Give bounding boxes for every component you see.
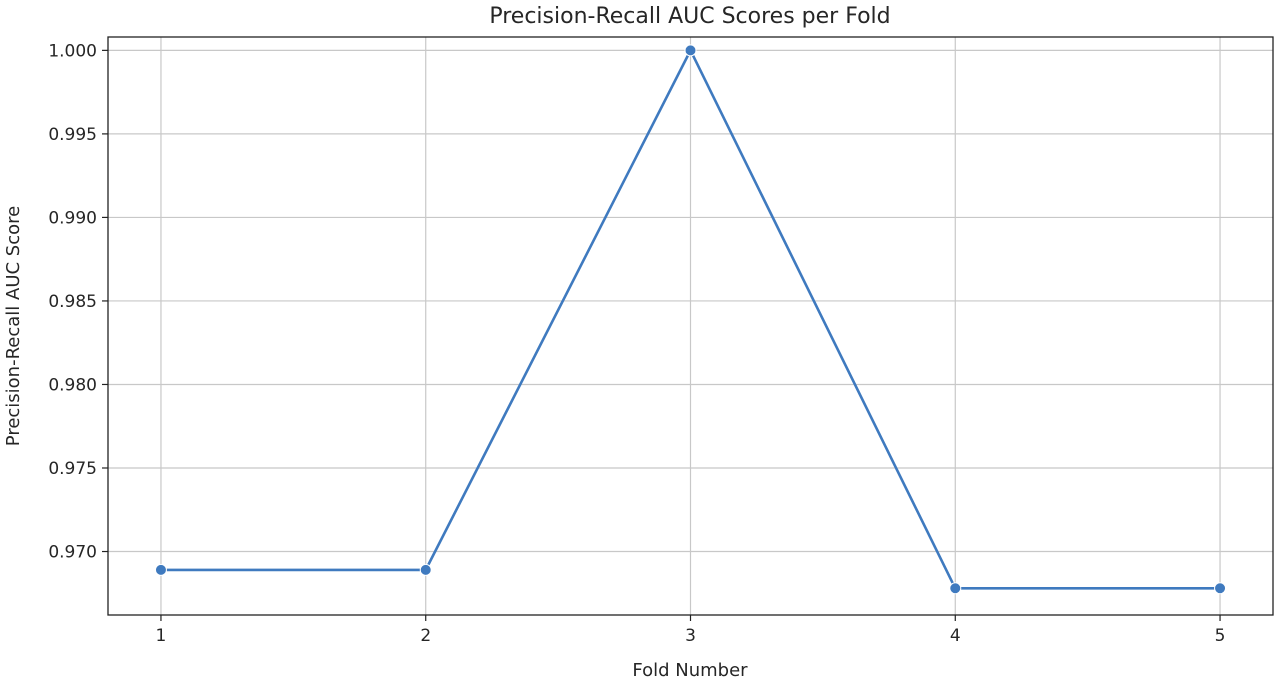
data-point	[949, 582, 962, 595]
grid-layer	[108, 37, 1273, 615]
x-axis-label: Fold Number	[632, 660, 748, 681]
data-point	[154, 563, 167, 576]
y-axis-label: Precision-Recall AUC Score	[3, 206, 24, 446]
data-point	[1214, 582, 1227, 595]
x-tick-label: 4	[950, 626, 961, 646]
series-layer	[154, 44, 1227, 595]
y-tick-label: 0.970	[48, 543, 97, 563]
y-tick-label: 0.995	[48, 125, 97, 145]
x-tick-label: 5	[1215, 626, 1226, 646]
x-tick-label: 3	[685, 626, 696, 646]
y-tick-label: 0.980	[48, 375, 97, 395]
y-tick-label: 0.990	[48, 208, 97, 228]
x-axis-ticks: 1 2 3 4 5	[156, 615, 1226, 646]
data-point	[684, 44, 697, 57]
x-tick-label: 2	[420, 626, 431, 646]
x-tick-label: 1	[156, 626, 167, 646]
y-tick-label: 0.985	[48, 292, 97, 312]
y-axis-ticks: 0.970 0.975 0.980 0.985 0.990 0.995 1.000	[48, 41, 108, 563]
data-point	[419, 563, 432, 576]
chart-title: Precision-Recall AUC Scores per Fold	[489, 4, 890, 29]
y-tick-label: 0.975	[48, 459, 97, 479]
y-tick-label: 1.000	[48, 41, 97, 61]
